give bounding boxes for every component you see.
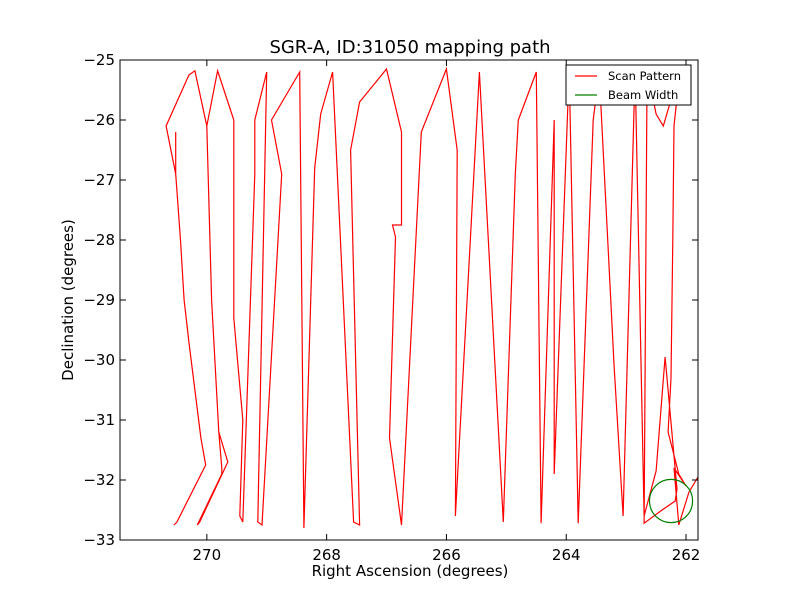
plot-area xyxy=(165,66,698,529)
scan-pattern-line xyxy=(165,66,698,529)
y-tick-label: −29 xyxy=(83,291,115,309)
x-tick-label: 268 xyxy=(312,546,341,564)
x-tick-label: 262 xyxy=(672,546,701,564)
legend-box xyxy=(565,64,692,106)
x-tick-label: 264 xyxy=(552,546,581,564)
y-axis-ticks: −25 −26 −27 −28 −29 −30 −31 −32 −33 xyxy=(83,51,698,549)
legend-scan-pattern-label: Scan Pattern xyxy=(608,69,681,83)
y-axis-label: Declination (degrees) xyxy=(59,219,77,381)
x-tick-label: 266 xyxy=(432,546,461,564)
y-tick-label: −26 xyxy=(83,111,115,129)
x-tick-label: 270 xyxy=(193,546,222,564)
beam-width-circle xyxy=(648,478,694,524)
y-tick-label: −32 xyxy=(83,471,115,489)
legend-beam-width-label: Beam Width xyxy=(608,88,678,102)
y-tick-label: −33 xyxy=(83,531,115,549)
y-tick-label: −31 xyxy=(83,411,115,429)
x-axis-ticks: 270 268 266 264 262 xyxy=(193,60,701,564)
y-tick-label: −25 xyxy=(83,51,115,69)
legend: Scan Pattern Beam Width xyxy=(565,64,692,106)
y-tick-label: −28 xyxy=(83,231,115,249)
y-tick-label: −30 xyxy=(83,351,115,369)
x-axis-label: Right Ascension (degrees) xyxy=(312,562,509,580)
y-tick-label: −27 xyxy=(83,171,115,189)
chart-title: SGR-A, ID:31050 mapping path xyxy=(269,37,550,58)
